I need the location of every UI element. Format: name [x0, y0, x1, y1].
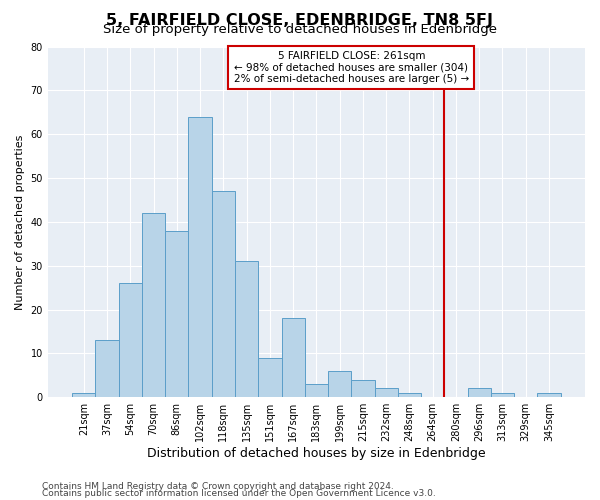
Bar [119, 283, 142, 397]
Bar [374, 388, 398, 397]
Text: 5 FAIRFIELD CLOSE: 261sqm
← 98% of detached houses are smaller (304)
2% of semi-: 5 FAIRFIELD CLOSE: 261sqm ← 98% of detac… [233, 51, 469, 84]
Bar [467, 388, 491, 397]
Bar [398, 393, 421, 397]
Bar [491, 393, 514, 397]
Bar [165, 230, 188, 397]
Bar [305, 384, 328, 397]
Bar [95, 340, 119, 397]
Y-axis label: Number of detached properties: Number of detached properties [15, 134, 25, 310]
Text: Contains public sector information licensed under the Open Government Licence v3: Contains public sector information licen… [42, 490, 436, 498]
Bar [538, 393, 560, 397]
Bar [351, 380, 374, 397]
Bar [142, 213, 165, 397]
Bar [72, 393, 95, 397]
Bar [235, 262, 258, 397]
Bar [212, 191, 235, 397]
Bar [328, 371, 351, 397]
Bar [258, 358, 281, 397]
Text: Size of property relative to detached houses in Edenbridge: Size of property relative to detached ho… [103, 22, 497, 36]
Text: 5, FAIRFIELD CLOSE, EDENBRIDGE, TN8 5FJ: 5, FAIRFIELD CLOSE, EDENBRIDGE, TN8 5FJ [107, 12, 493, 28]
Bar [188, 116, 212, 397]
Bar [281, 318, 305, 397]
Text: Contains HM Land Registry data © Crown copyright and database right 2024.: Contains HM Land Registry data © Crown c… [42, 482, 394, 491]
X-axis label: Distribution of detached houses by size in Edenbridge: Distribution of detached houses by size … [147, 447, 486, 460]
